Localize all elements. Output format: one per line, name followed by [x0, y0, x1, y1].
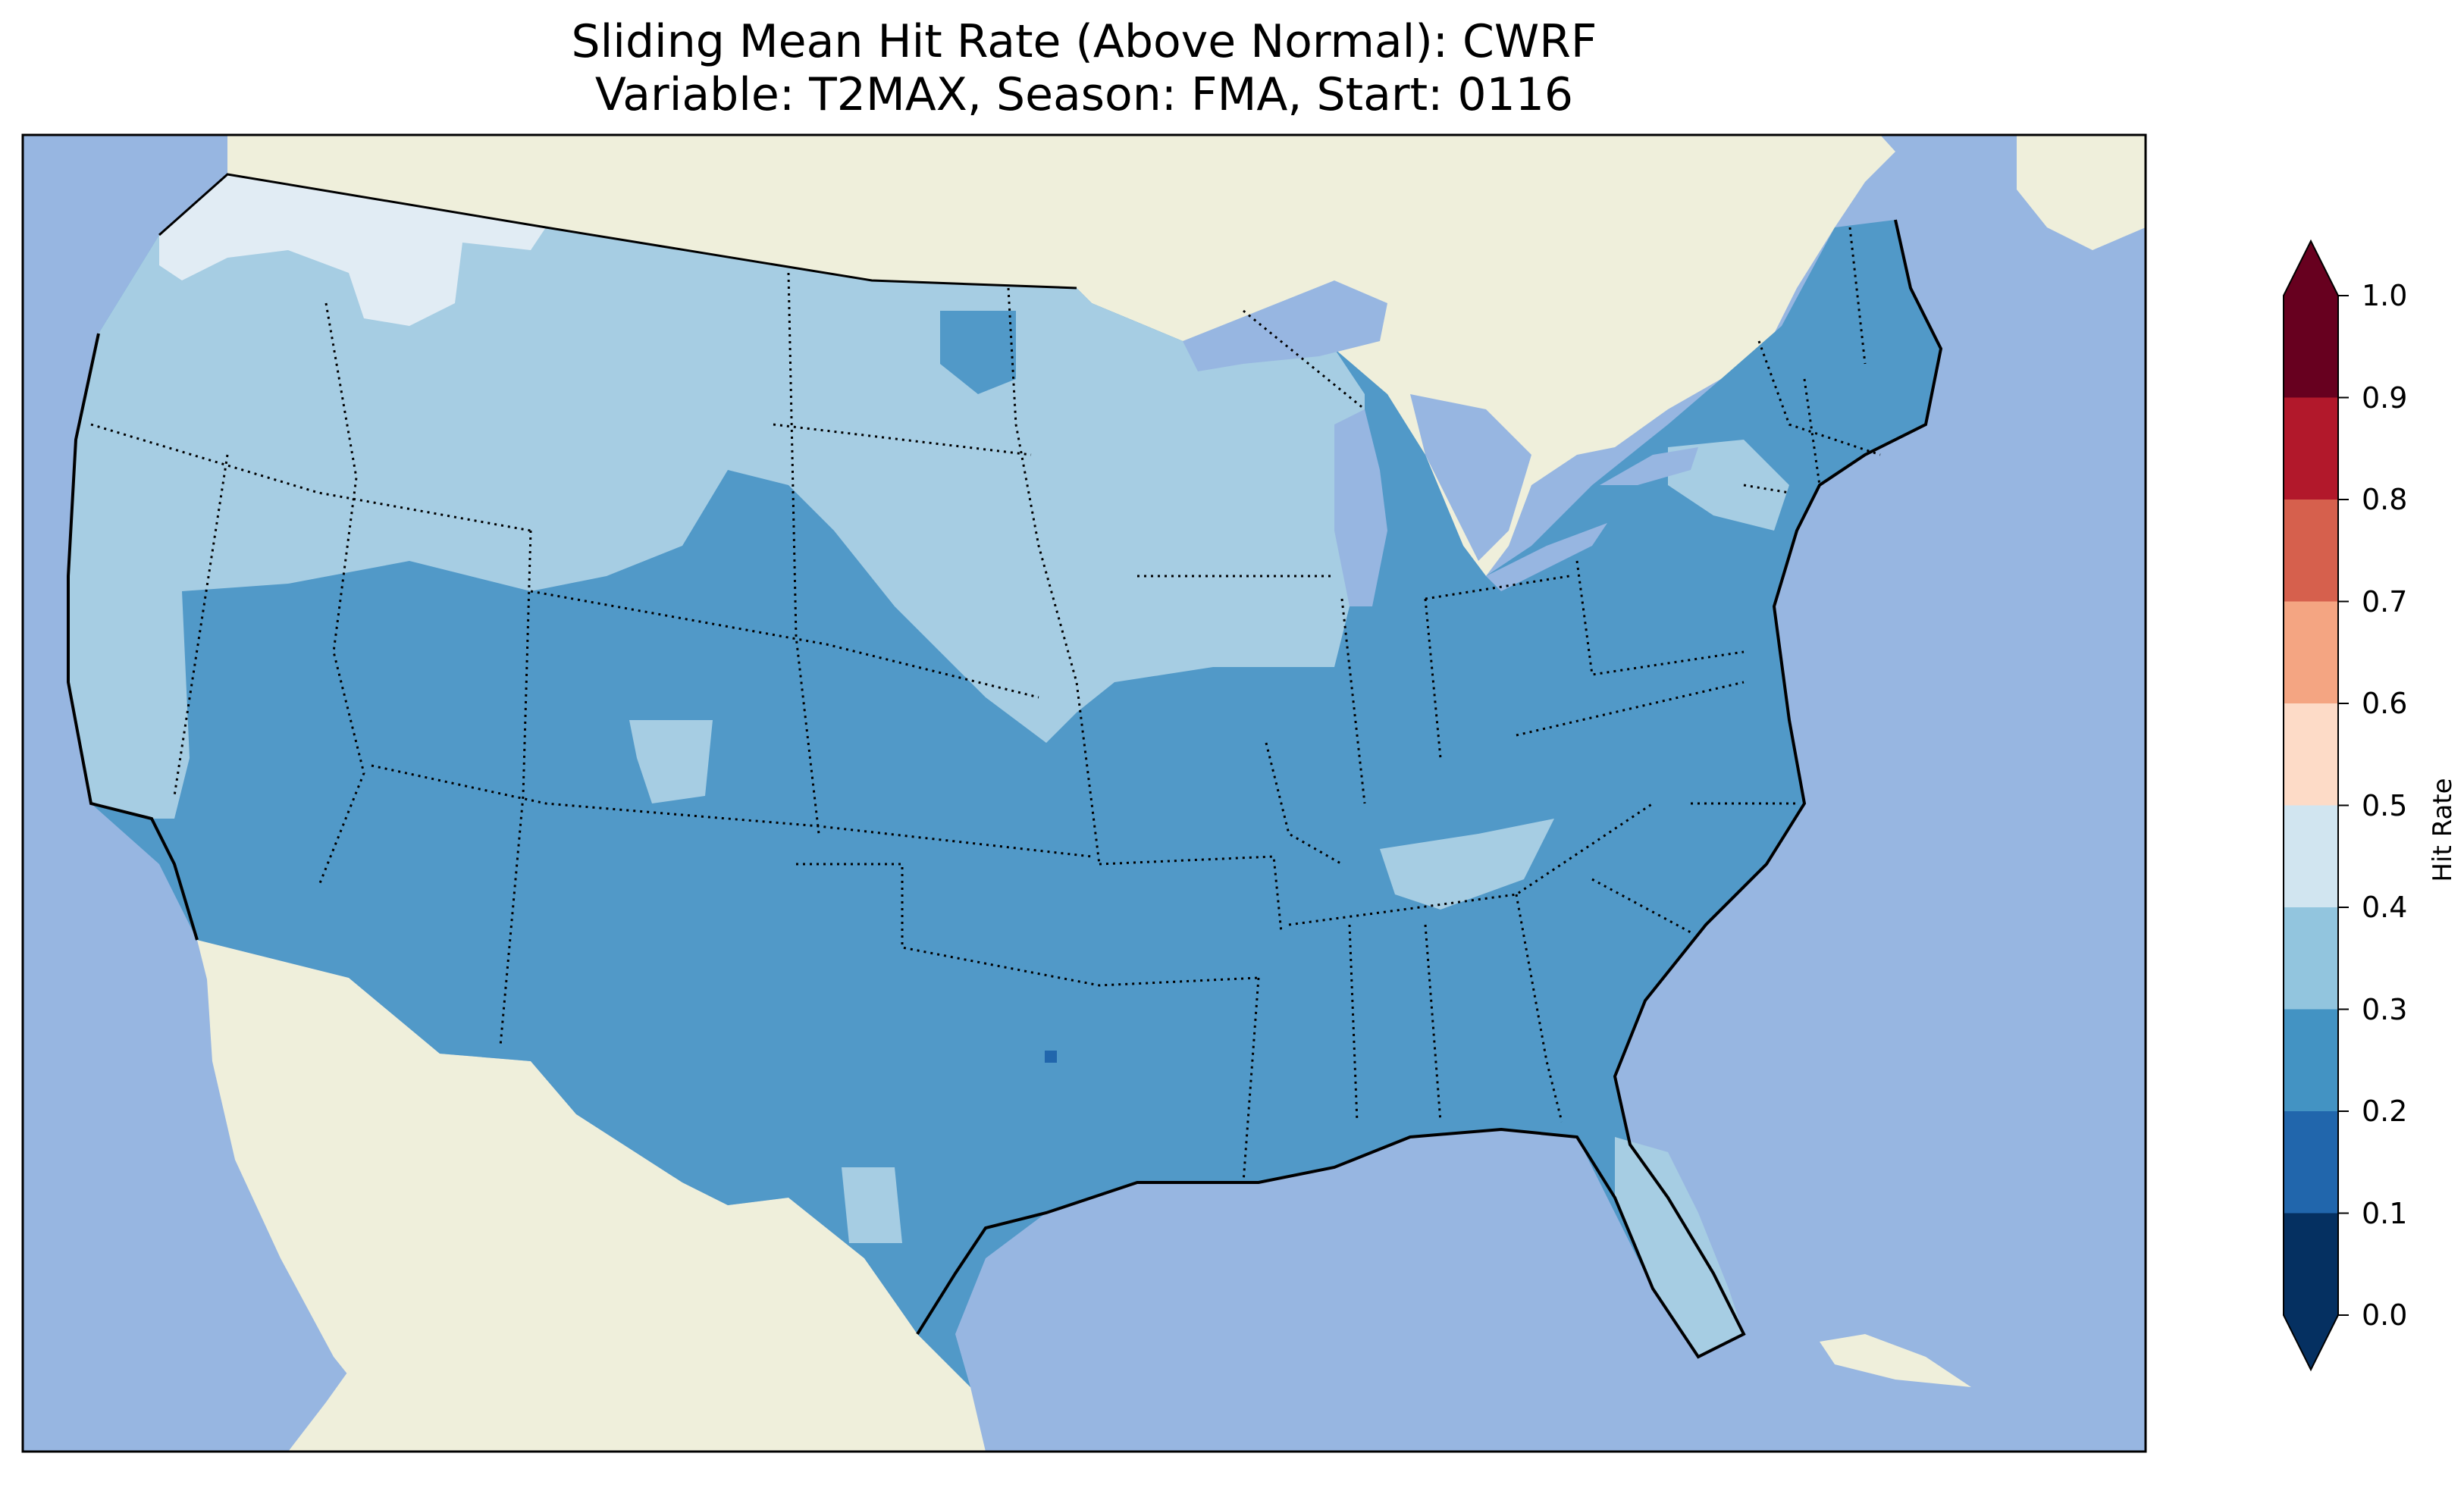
tennessee-region-0.3 — [1380, 819, 1554, 910]
us-coastline — [67, 219, 1943, 1359]
lake-huron — [1410, 394, 1531, 561]
colorbar-bin — [2284, 397, 2338, 500]
colorbar-bin — [2284, 1111, 2338, 1214]
dakota-region-0.2 — [940, 311, 1016, 394]
colorado-region-0.3 — [629, 720, 713, 803]
colorbar-tick-label: 0.7 — [2362, 584, 2408, 619]
texas-pixel-0.1 — [1045, 1051, 1057, 1063]
cuba-land — [1820, 1334, 1971, 1387]
title-line-1: Sliding Mean Hit Rate (Above Normal): CW… — [571, 15, 1597, 68]
state-borders — [90, 227, 1881, 1183]
texas-region-0.3 — [842, 1167, 902, 1243]
colorbar-label: Hit Rate — [2428, 778, 2458, 882]
us-canada-border — [158, 173, 1077, 290]
lake-ontario — [1600, 447, 1698, 485]
northeast-region-0.3 — [1668, 440, 1789, 531]
colorbar-bin — [2284, 1009, 2338, 1111]
colorbar-bin — [2284, 703, 2338, 806]
colorbar-under-triangle — [2284, 1315, 2338, 1370]
map-frame — [21, 133, 2147, 1453]
florida-region-0.3 — [1615, 1137, 1744, 1357]
atlantic-canada-land — [2017, 135, 2146, 250]
colorbar-tick-label: 0.9 — [2362, 381, 2408, 415]
lake-superior — [1183, 280, 1387, 371]
title-line-2: Variable: T2MAX, Season: FMA, Start: 011… — [594, 68, 1574, 121]
colorbar-tick-label: 0.6 — [2362, 687, 2408, 720]
mexico-land — [197, 940, 986, 1452]
map-area — [23, 135, 2146, 1452]
north-region-0.3 — [68, 174, 1365, 819]
colorbar-tick-label: 0.0 — [2362, 1298, 2408, 1332]
lake-michigan — [1334, 409, 1387, 606]
colorbar-bin — [2284, 907, 2338, 1010]
colorbar-over-triangle — [2284, 241, 2338, 296]
colorbar-bin — [2284, 805, 2338, 907]
colorbar-tick-label: 0.1 — [2362, 1196, 2408, 1230]
colorbar-bin — [2284, 1213, 2338, 1315]
colorbar — [2283, 239, 2349, 1372]
colorbar-bin — [2284, 500, 2338, 602]
colorbar-tick-label: 1.0 — [2362, 279, 2408, 312]
colorbar-tick-label: 0.8 — [2362, 483, 2408, 516]
colorbar-bin — [2284, 601, 2338, 703]
colorbar-tick-label: 0.2 — [2362, 1095, 2408, 1128]
colorbar-tick-label: 0.5 — [2362, 788, 2408, 822]
baja-land — [205, 944, 425, 1433]
colorbar-bin — [2284, 296, 2338, 398]
lake-erie — [1486, 523, 1607, 591]
colorbar-tick-label: 0.3 — [2362, 992, 2408, 1026]
colorbar-tick-label: 0.4 — [2362, 891, 2408, 924]
